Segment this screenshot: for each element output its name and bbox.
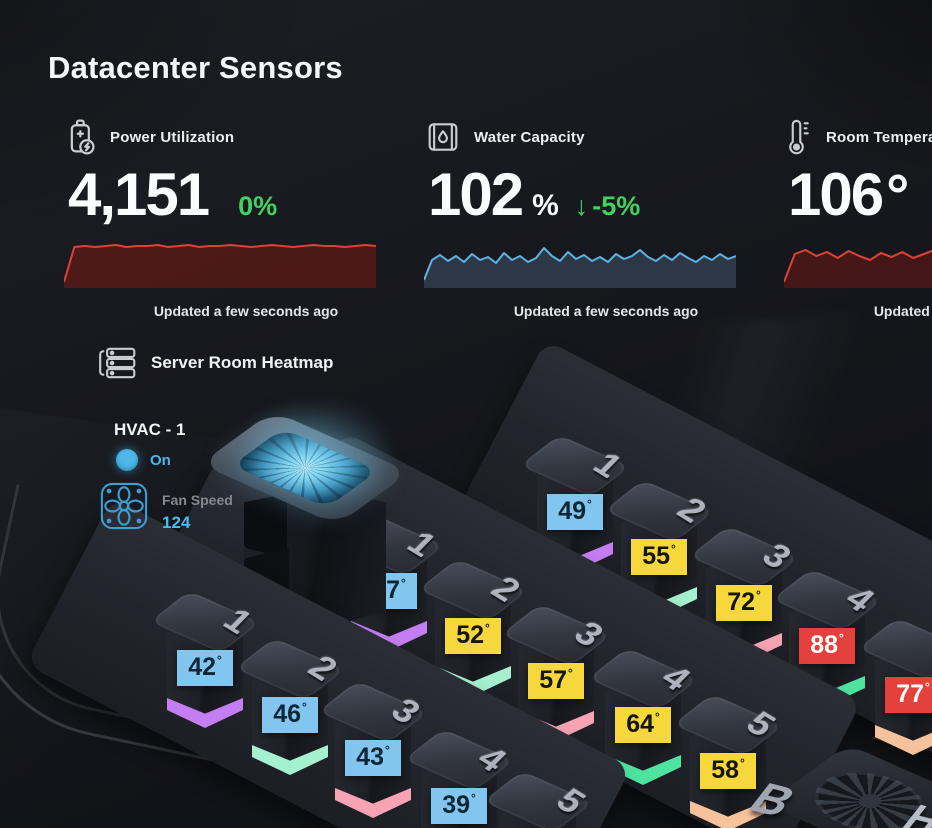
rack-top: 5 <box>672 693 784 757</box>
rack-temp-badge: 58° <box>700 753 756 789</box>
rack-slot-number: 3 <box>566 614 612 654</box>
metric-value: 4,151 <box>68 161 210 228</box>
rack-temp-badge: 42° <box>177 650 233 686</box>
rack-middle-4[interactable]: 4 64° <box>587 647 699 805</box>
rack-temp-badge: 72° <box>716 585 772 621</box>
rack-slot-number: 2 <box>483 569 529 609</box>
section-title: Server Room Heatmap <box>151 353 334 372</box>
hvac-name: HVAC - 1 <box>114 420 186 439</box>
rack-temp-badge: 52° <box>445 618 501 654</box>
rack-back-4[interactable]: 4 88° <box>771 568 883 726</box>
hvac-status-dot[interactable] <box>116 449 138 471</box>
fan-speed-label: Fan Speed <box>162 492 233 508</box>
card-power-utilization[interactable]: Power Utilization 4,151 0% Updated a few… <box>64 116 376 319</box>
rack-temp-badge: 39° <box>431 788 487 824</box>
server-rack-icon <box>96 344 138 382</box>
metric-delta <box>925 191 929 222</box>
page-title: Datacenter Sensors <box>48 50 343 85</box>
rack-back-1[interactable]: 1 49° <box>519 434 631 592</box>
rack-top: 3 <box>500 603 612 667</box>
metric-unit: % <box>532 189 559 222</box>
rack-slot-number: 5 <box>548 781 594 821</box>
rack-temp-badge: 88° <box>799 628 855 664</box>
rack-middle-3[interactable]: 3 57° <box>500 603 612 761</box>
rack-slot-number: 4 <box>837 579 883 619</box>
rack-front-5[interactable]: 5 <box>482 770 594 828</box>
rack-slot-number: 2 <box>669 490 715 530</box>
sparkline-chart <box>424 247 736 288</box>
delta-arrow-icon: ↓ <box>574 191 589 221</box>
rack-slot-number: 2 <box>300 648 346 688</box>
metric-value: 106 <box>788 161 884 228</box>
rack-slot-number: 4 <box>653 658 699 698</box>
fan-icon <box>98 480 150 537</box>
rack-temp-badge: 64° <box>615 707 671 743</box>
water-barrel-icon <box>424 118 462 156</box>
rack-front-1[interactable]: 1 42° <box>149 590 261 748</box>
rack-temp-badge: 55° <box>631 539 687 575</box>
hvac-status-label: On <box>150 452 171 469</box>
updated-caption: Updated a few seconds ago <box>153 303 339 319</box>
fan-speed-value: 124 <box>162 513 191 532</box>
rack-slot-number: 1 <box>585 445 631 485</box>
rack-temp-badge: 46° <box>262 697 318 733</box>
rack-slot-number: 5 <box>738 704 784 744</box>
rack-top: 5 <box>482 770 594 828</box>
metric-unit: ° <box>886 163 910 228</box>
rack-temp-badge: 77° <box>885 677 932 713</box>
rack-temp-badge: 43° <box>345 740 401 776</box>
sparkline-chart <box>784 249 932 288</box>
rack-middle-2[interactable]: 2 52° <box>417 558 529 716</box>
sparkline-chart <box>64 244 376 288</box>
rack-back-3[interactable]: 3 72° <box>688 525 800 683</box>
rack-slot-number: 1 <box>215 601 261 641</box>
card-label: Room Temperature <box>826 128 932 146</box>
rack-top: 1 <box>149 590 261 654</box>
card-label: Power Utilization <box>110 128 235 146</box>
rack-front-2[interactable]: 2 46° <box>234 637 346 795</box>
card-room-temperature[interactable]: Room Temperature 106 ° Updated a few sec… <box>784 116 932 319</box>
rack-temp-badge: 49° <box>547 494 603 530</box>
rack-top: 3 <box>317 680 429 744</box>
metric-delta: 0% <box>238 191 278 221</box>
rack-front-3[interactable]: 3 43° <box>317 680 429 828</box>
updated-caption: Updated a few seconds ago <box>873 303 932 319</box>
card-label: Water Capacity <box>474 128 585 146</box>
battery-bolt-icon <box>64 117 98 157</box>
rack-slot-number: 5 <box>923 628 932 668</box>
thermometer-icon <box>784 117 814 157</box>
floor-fan-grille <box>765 744 932 828</box>
metric-delta: ↓ -5% <box>574 191 641 221</box>
rack-back-2[interactable]: 2 55° <box>603 479 715 637</box>
rack-slot-number: 4 <box>469 739 515 779</box>
rack-slot-number: 3 <box>383 691 429 731</box>
rack-temp-badge: 57° <box>528 663 584 699</box>
rack-slot-number: 3 <box>754 536 800 576</box>
card-water-capacity[interactable]: Water Capacity 102 % ↓ -5% Updated a few … <box>424 116 736 319</box>
updated-caption: Updated a few seconds ago <box>513 303 699 319</box>
metric-value: 102 <box>428 161 524 228</box>
rack-top: 4 <box>771 568 883 632</box>
